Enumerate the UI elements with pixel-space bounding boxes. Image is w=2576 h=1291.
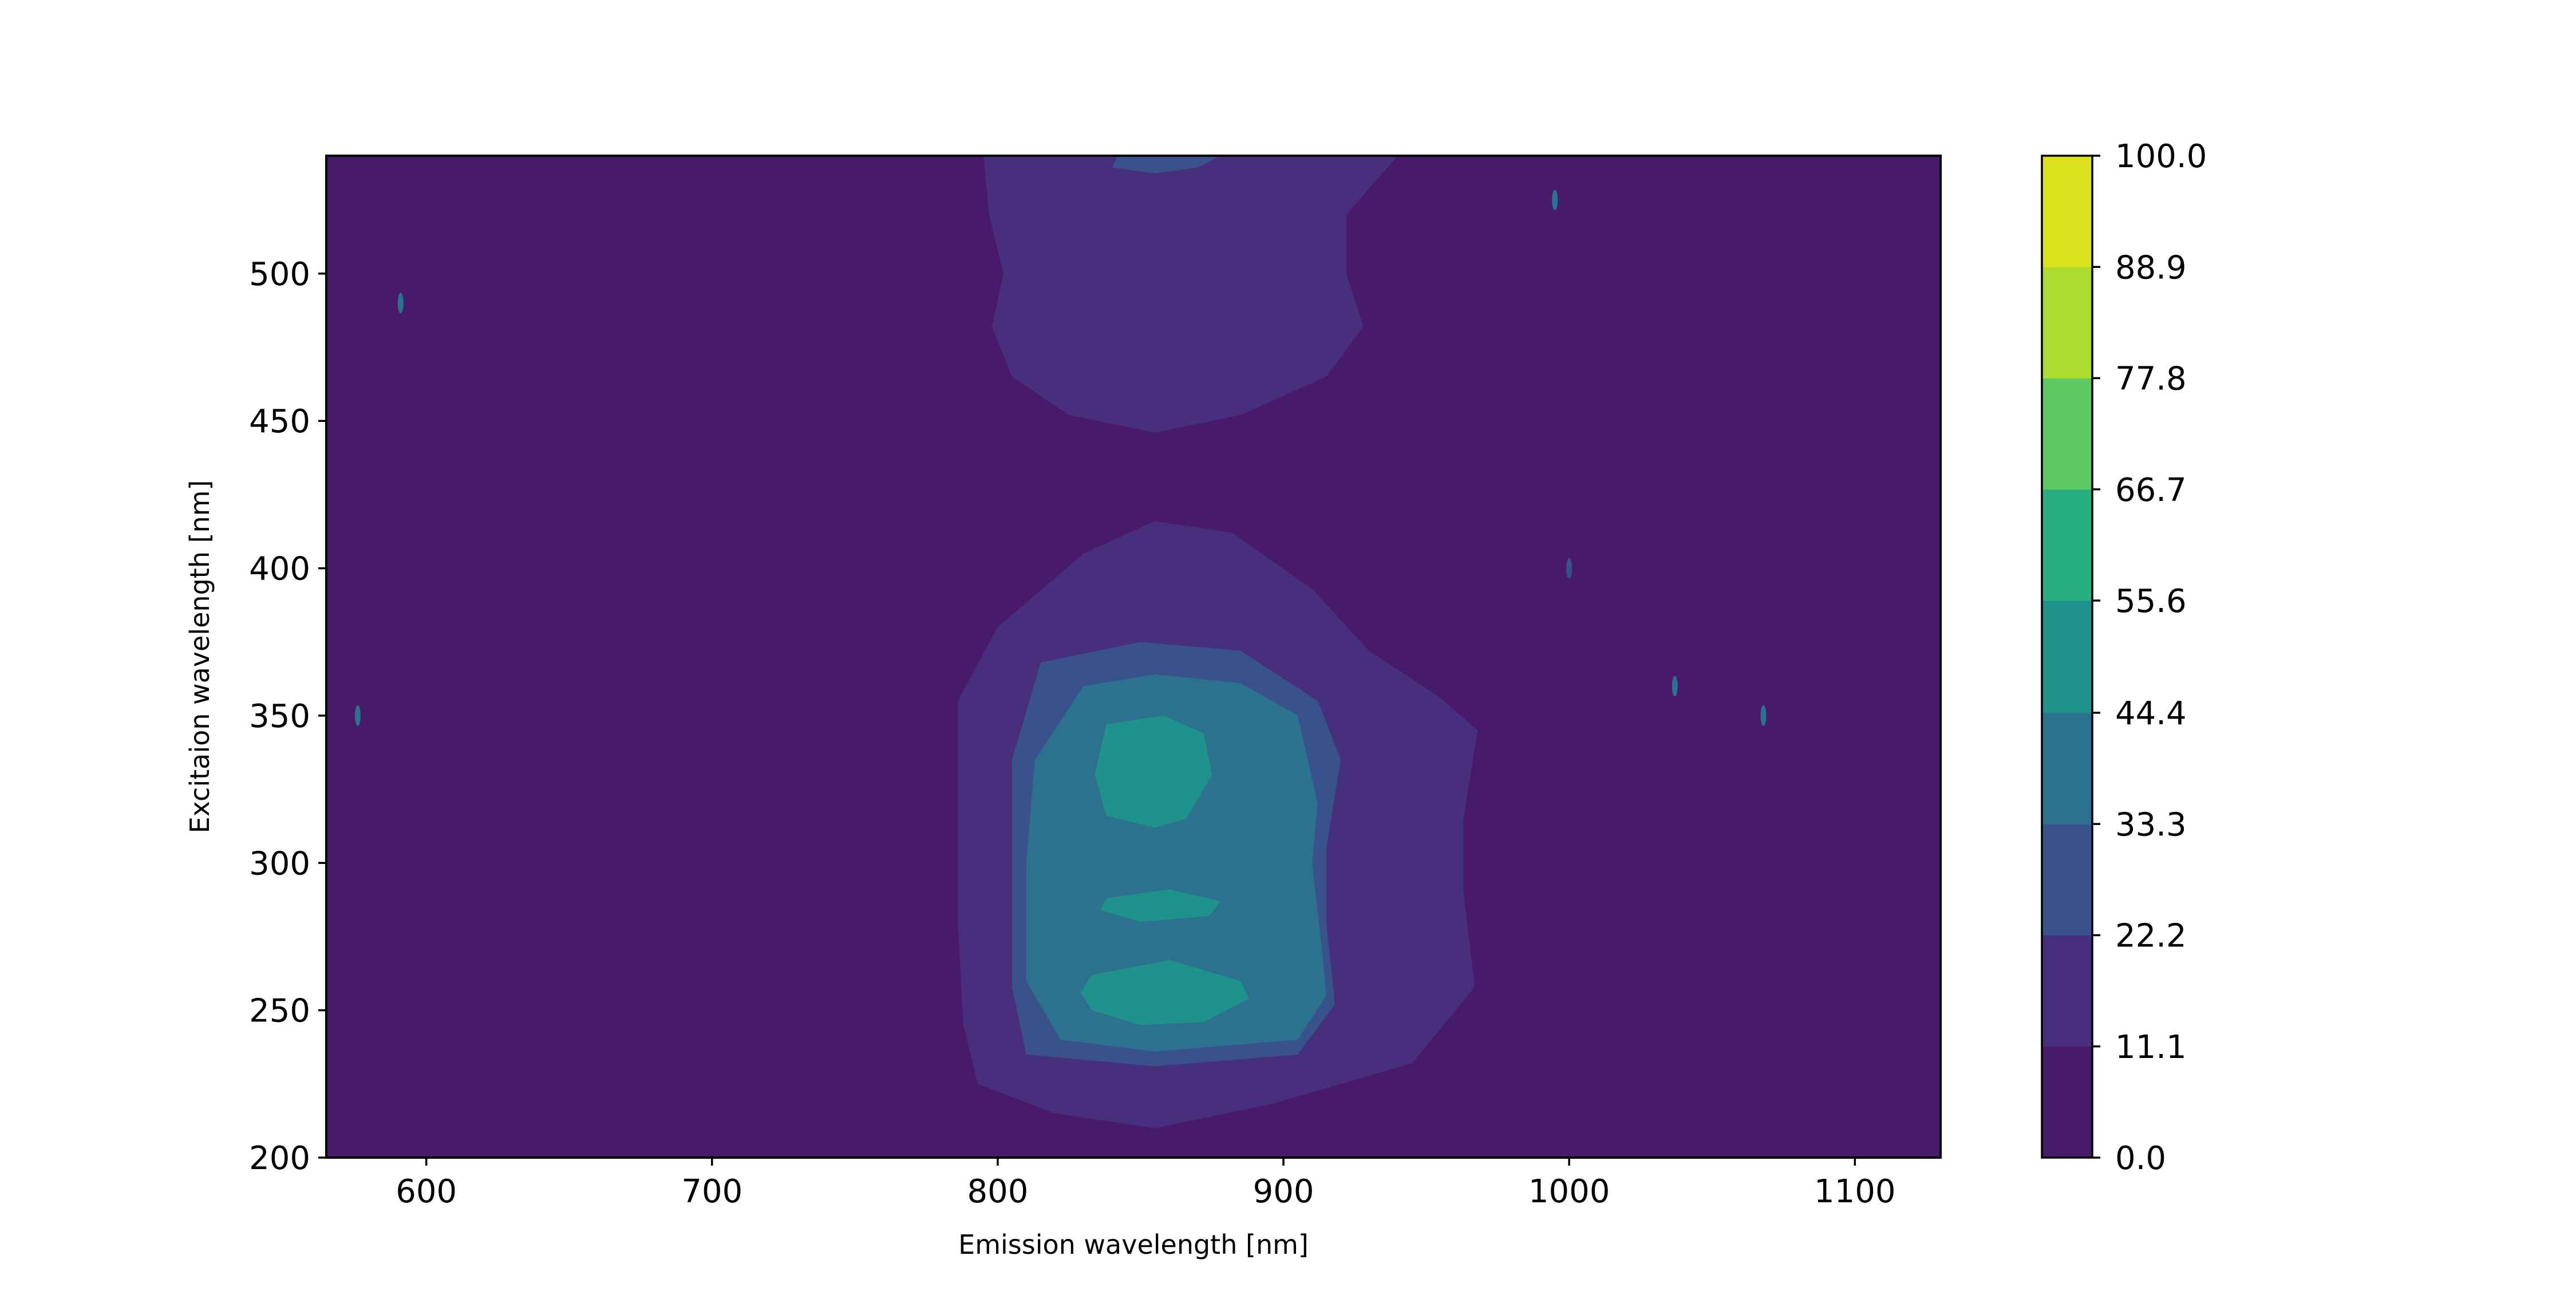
contour-region-1: [983, 156, 1398, 433]
y-tick-label: 500: [249, 256, 310, 293]
y-tick-label: 450: [249, 403, 310, 440]
colorbar-tick-label: 0.0: [2115, 1140, 2166, 1177]
contour-region-7: [1100, 889, 1221, 922]
colorbar: [2041, 155, 2093, 1159]
colorbar-tick-label: 33.3: [2115, 806, 2187, 843]
x-tick-label: 700: [681, 1173, 742, 1210]
colorbar-band: [2042, 824, 2092, 935]
contour-regions: [354, 156, 1767, 1128]
contour-region-8: [1080, 960, 1250, 1025]
y-tick-label: 350: [249, 698, 310, 735]
colorbar-band: [2042, 267, 2092, 378]
colorbar-band: [2042, 378, 2092, 490]
x-tick-label: 1000: [1528, 1173, 1610, 1210]
plot-frame: [325, 155, 1942, 1159]
contour-speckle-5: [1672, 676, 1678, 697]
y-axis: 200 250 300 350 400 450 500: [249, 256, 326, 1177]
x-axis: 600 700 800 900 1000 1100: [396, 1158, 1896, 1210]
contour-speckle-6: [1760, 705, 1767, 726]
y-tick-label: 400: [249, 551, 310, 588]
colorbar-band: [2042, 713, 2092, 824]
y-axis-label: Excitaion wavelength [nm]: [184, 480, 215, 834]
y-tick-label: 200: [249, 1140, 310, 1177]
contour-speckle-4: [1566, 558, 1573, 579]
contour-region-6: [1095, 715, 1212, 828]
colorbar-band: [2042, 489, 2092, 601]
colorbar-tick-label: 66.7: [2115, 472, 2187, 509]
contour-speckle-3: [1552, 189, 1558, 211]
y-tick-label: 300: [249, 845, 310, 882]
y-tick-label: 250: [249, 993, 310, 1030]
colorbar-band: [2042, 156, 2092, 267]
colorbar-tick-label: 44.4: [2115, 695, 2187, 732]
x-tick-label: 1100: [1814, 1173, 1896, 1210]
colorbar-tick-label: 55.6: [2115, 583, 2187, 620]
colorbar-tick-label: 77.8: [2115, 361, 2187, 398]
colorbar-tick-label: 22.2: [2115, 918, 2187, 955]
colorbar-frame: [2041, 155, 2093, 1159]
contour-region-2: [1112, 156, 1221, 173]
colorbar-tick-label: 100.0: [2115, 138, 2207, 175]
x-tick-label: 900: [1253, 1173, 1314, 1210]
contour-speckle-1: [354, 705, 361, 726]
x-tick-label: 800: [967, 1173, 1028, 1210]
x-axis-label: Emission wavelength [nm]: [958, 1229, 1309, 1260]
colorbar-band: [2042, 935, 2092, 1047]
colorbar-band: [2042, 601, 2092, 713]
x-tick-label: 600: [396, 1173, 457, 1210]
colorbar-ticks: 0.0 11.1 22.2 33.3 44.4 55.6 66.7 77.8 88.9 100.0: [2092, 138, 2207, 1177]
contour-speckle-2: [397, 293, 404, 314]
colorbar-band: [2042, 1046, 2092, 1158]
colorbar-tick-label: 11.1: [2115, 1029, 2187, 1066]
colorbar-tick-label: 88.9: [2115, 249, 2187, 286]
